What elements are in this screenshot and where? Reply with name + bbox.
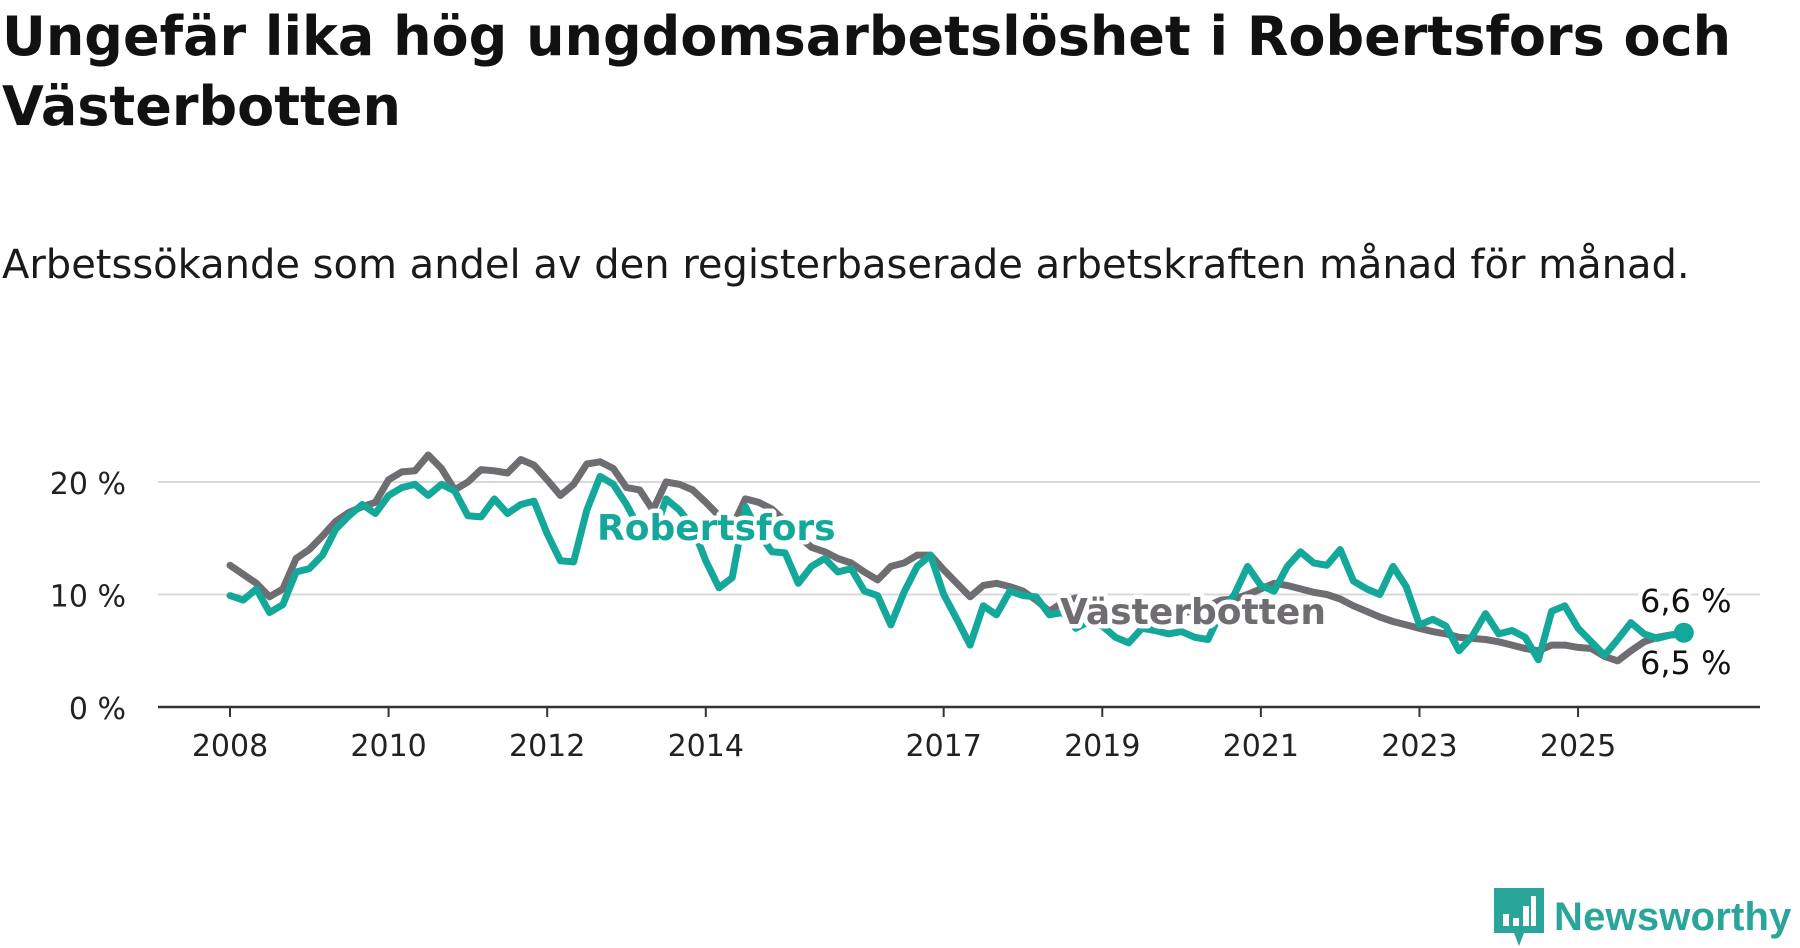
end-label-robertsfors: 6,6 %6,6 % <box>1636 578 1736 625</box>
end-label-robertsfors-text: 6,6 % <box>1640 582 1731 620</box>
grid-lines <box>158 481 1760 596</box>
end-marker-robertsfors <box>1673 622 1694 643</box>
label-vasterbotten-halo: Västerbotten <box>1060 592 1326 633</box>
chart-title: Ungefär lika hög ungdomsarbetslöshet i R… <box>2 5 1732 138</box>
x-tick-label-2012: 2012 <box>509 729 585 764</box>
series-line-robertsfors <box>226 472 1688 664</box>
brand-name: Newsworthy <box>1554 894 1792 939</box>
series-lines <box>226 451 1694 665</box>
y-axis-tick-labels: 0 % 10 % 20 % <box>50 467 126 727</box>
x-tick-label-2021: 2021 <box>1223 729 1299 764</box>
end-label-vasterbotten-text: 6,5 % <box>1640 644 1731 682</box>
end-label-robertsfors-halo: 6,6 % <box>1640 582 1731 620</box>
x-tick-label-2008: 2008 <box>192 729 268 764</box>
x-tick-label-2019: 2019 <box>1064 729 1140 764</box>
y-tick-label-20: 20 % <box>50 467 126 502</box>
x-tick-label-2017: 2017 <box>905 729 981 764</box>
chart-subtitle: Arbetssökande som andel av den registerb… <box>2 242 1690 288</box>
end-label-vasterbotten: 6,5 %6,5 % <box>1636 640 1736 687</box>
label-robertsfors-halo: Robertsfors <box>597 508 836 549</box>
y-tick-label-10: 10 % <box>50 580 126 615</box>
x-axis: 2008 2010 2012 2014 2017 2019 2021 2023 2025 <box>158 705 1760 764</box>
x-tick-label-2010: 2010 <box>350 729 426 764</box>
series-line-vasterbotten <box>226 451 1688 665</box>
bar-chart-badge-icon <box>1494 888 1544 946</box>
x-tick-label-2023: 2023 <box>1381 729 1457 764</box>
newsworthy-logo: Newsworthy <box>1494 888 1792 946</box>
y-tick-label-0: 0 % <box>69 692 126 727</box>
x-tick-label-2014: 2014 <box>668 729 744 764</box>
end-label-vasterbotten-halo: 6,5 % <box>1640 644 1731 682</box>
x-tick-label-2025: 2025 <box>1540 729 1616 764</box>
label-robertsfors-text: Robertsfors <box>597 508 836 549</box>
label-vasterbotten-text: Västerbotten <box>1060 592 1326 633</box>
